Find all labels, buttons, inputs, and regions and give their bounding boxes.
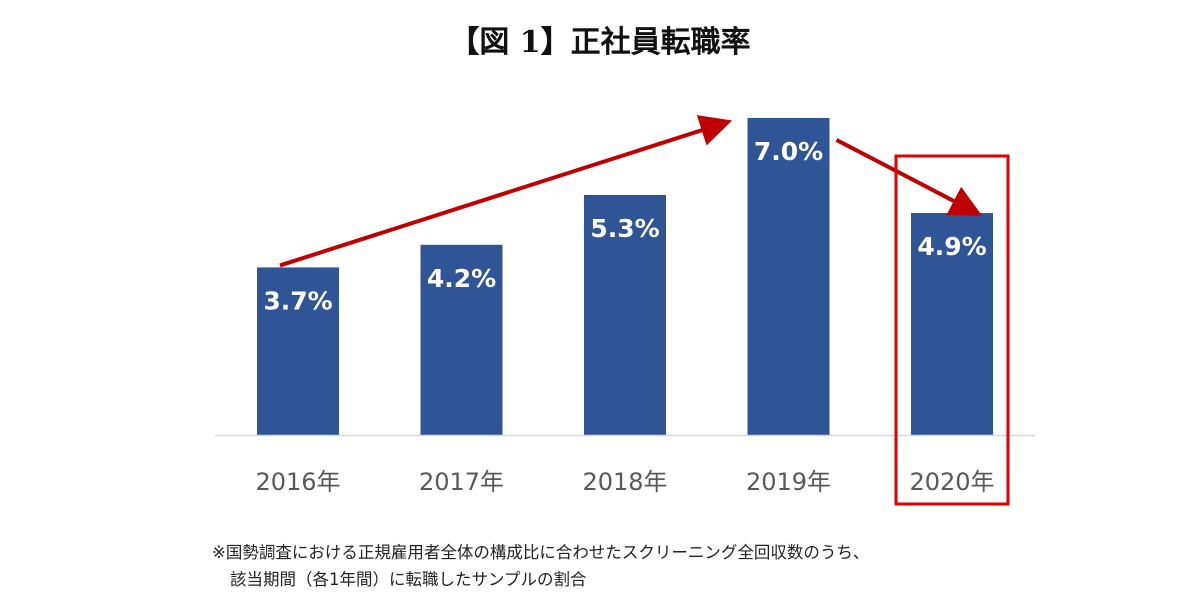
bar-2017年 xyxy=(420,244,503,435)
footnote-line-2: 該当期間（各1年間）に転職したサンプルの割合 xyxy=(230,570,587,589)
bar-value-label: 5.3% xyxy=(590,214,659,243)
x-tick-label: 2019年 xyxy=(746,468,831,496)
bar-value-label: 7.0% xyxy=(754,137,823,166)
bars-group: 3.7% 4.2% 5.3% 7.0% 4.9% xyxy=(257,117,993,436)
bar-2020年 xyxy=(911,213,993,435)
bar-2019年 xyxy=(747,117,830,436)
x-tick-labels: 2016年 2017年 2018年 2019年 2020年 xyxy=(255,468,994,496)
x-tick-label: 2017年 xyxy=(419,468,504,496)
trend-arrows xyxy=(279,115,983,268)
bar-2018年 xyxy=(584,194,666,435)
bar-2016年 xyxy=(257,267,339,435)
bar-value-label: 4.9% xyxy=(917,232,986,261)
rising-trend-arrow xyxy=(279,115,733,268)
x-tick-label: 2018年 xyxy=(582,468,667,496)
bar-value-label: 4.2% xyxy=(427,264,496,293)
x-tick-label: 2020年 xyxy=(909,468,994,496)
highlight-box xyxy=(894,154,1010,506)
x-tick-label: 2016年 xyxy=(255,468,340,496)
falling-trend-arrow xyxy=(835,138,983,216)
footnote-line-1: ※国勢調査における正規雇用者全体の構成比に合わせたスクリーニング全回収数のうち、 xyxy=(212,543,869,562)
bar-value-label: 3.7% xyxy=(263,286,332,315)
chart-title: 【図 1】正社員転職率 xyxy=(449,25,750,60)
